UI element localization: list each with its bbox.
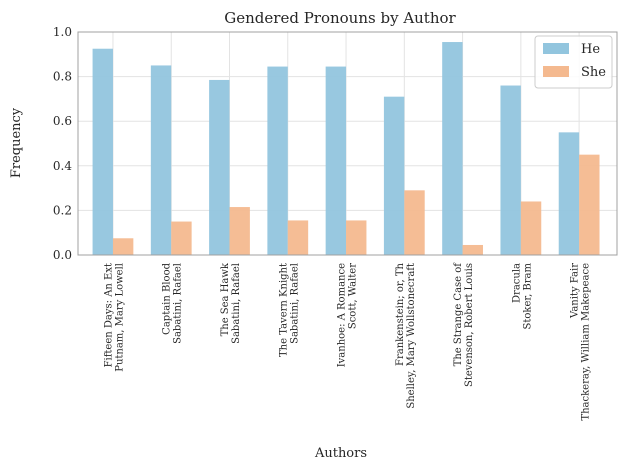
x-axis: Fifteen Days: An Ext Putnam, Mary Lowell C… [103, 262, 591, 421]
x-tick-label: The Tavern Knight Sabatini, Rafael [278, 263, 300, 357]
bar-he [383, 96, 405, 255]
x-tick-label: The Strange Case of Stevenson, Robert Lou… [453, 262, 475, 387]
bar-she [112, 238, 134, 255]
x-tick-label: Fifteen Days: An Ext Putnam, Mary Lowell [103, 263, 125, 372]
x-tick-label-line: Captain Blood [162, 262, 173, 334]
x-tick-label-line: Fifteen Days: An Ext [103, 263, 114, 367]
x-tick-label-line: Sabatini, Rafael [289, 263, 300, 344]
x-tick-label: Dracula Stoker, Bram [511, 262, 533, 329]
y-axis-label: Frequency [9, 107, 24, 178]
y-tick-label: 1.0 [53, 25, 72, 39]
bar-she [171, 221, 192, 255]
x-tick-label-line: Scott, Walter [348, 263, 359, 329]
x-tick-label: Captain Blood Sabatini, Rafael [162, 262, 184, 343]
y-tick-label: 0.8 [53, 70, 72, 84]
bar-he [267, 66, 288, 255]
bar-he [92, 48, 113, 255]
chart-title: Gendered Pronouns by Author [224, 9, 456, 27]
x-tick-label-line: The Strange Case of [453, 262, 464, 367]
x-tick-label-line: Stoker, Bram [522, 262, 533, 329]
bar-he [442, 42, 463, 255]
x-tick-label-line: Vanity Fair [570, 263, 581, 319]
x-tick-label-line: Putnam, Mary Lowell [114, 263, 125, 372]
y-axis: 0.0 0.2 0.4 0.6 0.8 1.0 [53, 25, 72, 262]
y-tick-label: 0.0 [53, 248, 72, 262]
bar-she [346, 220, 367, 255]
bar-she [520, 201, 542, 255]
legend-swatch-he [543, 43, 569, 54]
x-tick-label: Vanity Fair Thackeray, William Makepeace [570, 263, 592, 421]
bar-she [229, 207, 250, 255]
x-tick-label-line: The Sea Hawk [220, 262, 231, 336]
legend-swatch-she [543, 66, 569, 77]
bar-she [404, 190, 425, 255]
bar-she [287, 220, 309, 255]
legend-label-she: She [581, 65, 606, 80]
x-tick-label-line: Frankenstein; or, Th [395, 262, 406, 366]
y-tick-label: 0.4 [53, 159, 72, 173]
x-axis-label: Authors [314, 446, 367, 461]
bar-he [150, 65, 172, 255]
legend: He She [534, 35, 613, 89]
x-tick-label-line: The Tavern Knight [278, 263, 289, 357]
bar-she [462, 244, 483, 255]
x-tick-label-line: Shelley, Mary Wollstonecraft [406, 263, 417, 409]
plot-frame [77, 31, 618, 256]
bar-he [500, 85, 521, 256]
bar-he [209, 79, 230, 255]
x-tick-label: Ivanhoe: A Romance Scott, Walter [337, 263, 359, 368]
bar-he [558, 132, 580, 255]
x-tick-label-line: Stevenson, Robert Louis [464, 263, 475, 387]
x-tick-label-line: Dracula [511, 263, 522, 303]
y-tick-label: 0.6 [53, 114, 72, 128]
x-tick-label: Frankenstein; or, Th Shelley, Mary Wollst… [395, 262, 417, 408]
x-tick-label: The Sea Hawk Sabatini, Rafael [220, 262, 242, 344]
bars [92, 42, 600, 256]
x-tick-label-line: Ivanhoe: A Romance [337, 263, 348, 367]
legend-label-he: He [581, 42, 600, 57]
x-tick-label-line: Sabatini, Rafael [173, 263, 184, 344]
x-tick-label-line: Sabatini, Rafael [231, 263, 242, 344]
y-tick-label: 0.2 [53, 203, 72, 217]
x-tick-label-line: Thackeray, William Makepeace [581, 263, 592, 421]
bar-she [579, 154, 600, 255]
bar-he [325, 66, 347, 255]
